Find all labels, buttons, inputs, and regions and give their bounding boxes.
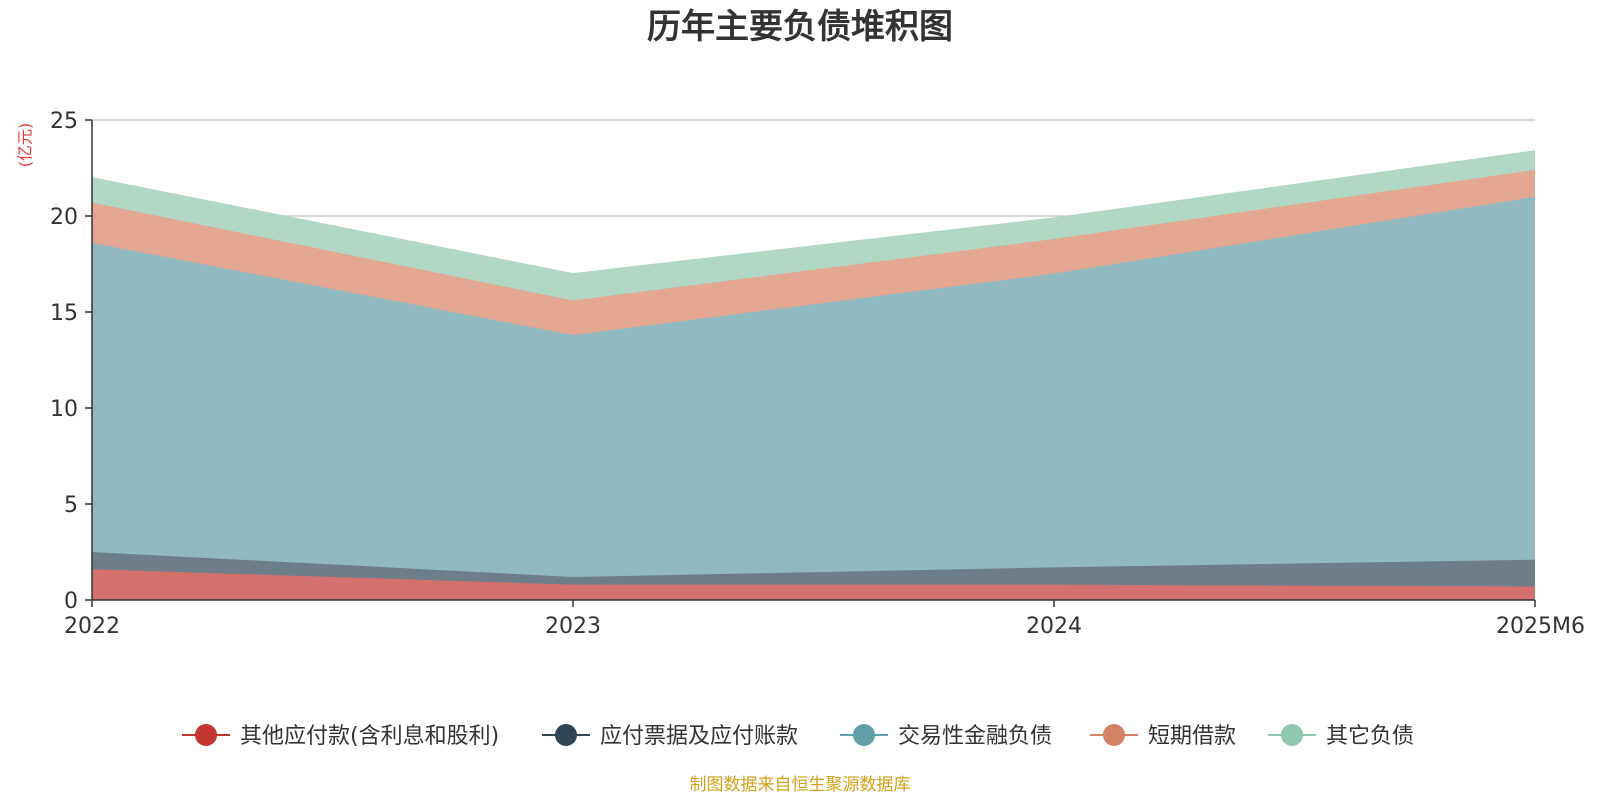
y-tick-label: 25 <box>50 109 78 134</box>
x-tick-label: 2023 <box>545 614 601 639</box>
y-tick-label: 20 <box>50 205 78 230</box>
y-tick-label: 15 <box>50 301 78 326</box>
y-tick-label: 5 <box>64 493 78 518</box>
legend-item-1[interactable]: 其他应付款(含利息和股利) <box>182 724 499 749</box>
chart-title: 历年主要负债堆积图 <box>647 7 953 47</box>
x-tick-label: 2022 <box>64 614 120 639</box>
axes: 0 5 10 15 20 25 2022 2023 2024 2025M6 <box>50 109 1585 639</box>
area-2 <box>92 552 1535 587</box>
source-note: 制图数据来自恒生聚源数据库 <box>690 775 911 795</box>
area-3 <box>92 196 1535 577</box>
legend-marker <box>1281 724 1303 746</box>
legend-marker <box>195 724 217 746</box>
area-5 <box>92 150 1535 301</box>
legend-item-5[interactable]: 其它负债 <box>1268 724 1414 749</box>
legend-item-2[interactable]: 应付票据及应付账款 <box>542 724 798 749</box>
x-tick-label: 2024 <box>1026 614 1082 639</box>
legend-label: 应付票据及应付账款 <box>600 724 798 749</box>
legend-marker <box>1103 724 1125 746</box>
legend-item-3[interactable]: 交易性金融负债 <box>840 724 1052 749</box>
legend-marker <box>555 724 577 746</box>
area-series <box>91 150 1536 600</box>
area-4 <box>92 169 1535 336</box>
legend-label: 其它负债 <box>1326 724 1414 749</box>
y-tick-label: 0 <box>64 589 78 614</box>
legend-label: 其他应付款(含利息和股利) <box>240 724 499 749</box>
y-tick-label: 10 <box>50 397 78 422</box>
series-line-5 <box>91 150 1536 275</box>
legend-item-4[interactable]: 短期借款 <box>1090 724 1236 749</box>
x-tick-label: 2025M6 <box>1496 614 1585 639</box>
legend[interactable]: 其他应付款(含利息和股利) 应付票据及应付账款 交易性金融负债 短期借款 其它负债 <box>182 724 1414 749</box>
y-axis-unit: (亿元) <box>16 123 35 168</box>
legend-label: 交易性金融负债 <box>898 724 1052 749</box>
legend-label: 短期借款 <box>1148 724 1236 749</box>
legend-marker <box>853 724 875 746</box>
